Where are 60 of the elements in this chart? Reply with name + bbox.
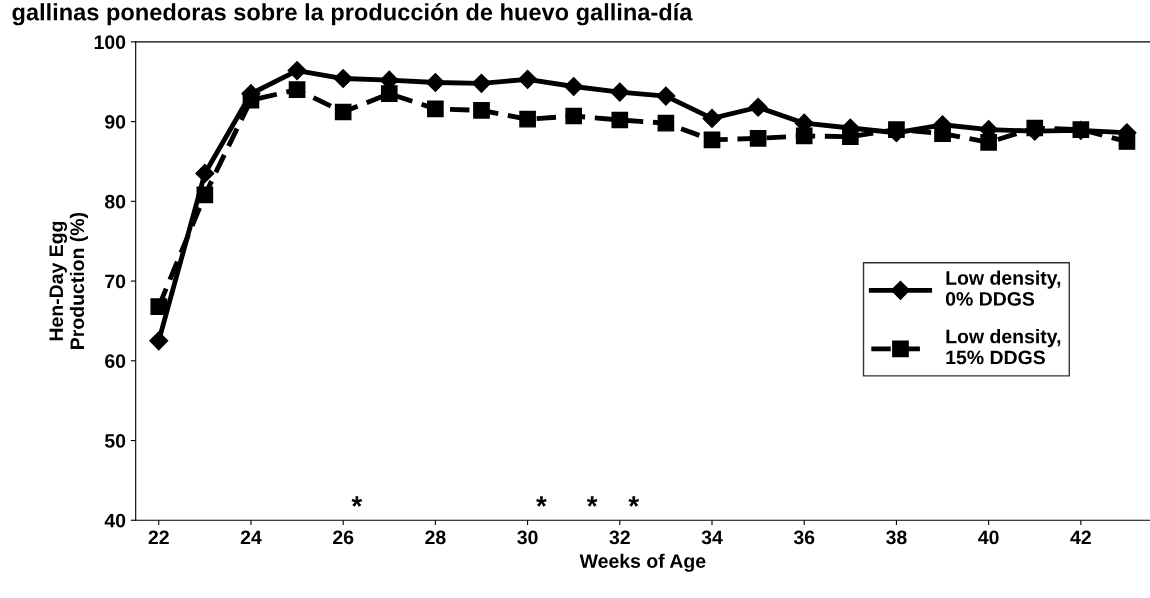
x-tick-label: 42 [1070,530,1091,545]
point [702,108,722,128]
point [1026,119,1044,137]
x-axis-title: Weeks of Age [579,553,706,572]
annotation: * [536,496,547,507]
point [1072,121,1090,138]
legend-label: Low density, 15% DDGS [946,329,1061,365]
point [748,97,768,117]
y-tick-label: 90 [105,115,126,129]
x-tick-label: 24 [240,530,262,545]
point [564,76,584,97]
x-tick-label: 38 [886,530,907,545]
point [657,114,675,132]
x-tick-label: 36 [793,530,815,545]
y-tick-label: 80 [104,194,126,209]
annotation: * [586,496,598,507]
point [150,298,168,315]
y-tick-label: 60 [105,354,126,369]
point [888,121,905,138]
point [196,186,214,204]
point [149,331,169,351]
annotation: * [351,496,363,507]
x-tick-label: 34 [701,530,723,545]
point [610,82,630,102]
legend-label: Low density, 0% DDGS [945,270,1061,306]
point [565,107,583,125]
x-tick-label: 26 [333,530,354,545]
x-tick-label: 40 [978,530,999,545]
annotation: * [628,496,640,507]
point [841,128,859,146]
y-axis-title: Hen-Day Egg Production (%) [49,212,88,349]
point [749,130,767,147]
y-tick-label: 100 [94,35,126,50]
point [518,69,538,89]
point [242,91,260,109]
point [611,111,629,129]
point [471,73,492,93]
point [656,86,676,106]
chart-title: gallinas ponedoras sobre la producción de huevo gallina-día [12,2,693,26]
x-tick-label: 22 [148,530,169,545]
x-tick-label: 28 [425,530,446,545]
point [795,127,813,145]
y-tick-label: 50 [104,433,126,448]
point [380,85,398,103]
point [334,103,352,121]
point [333,69,353,89]
point [473,102,490,119]
point [427,100,444,118]
point [287,61,307,81]
point [980,133,997,151]
point [1118,133,1136,150]
x-tick-label: 30 [517,530,538,545]
point [288,81,306,99]
point [703,131,721,149]
point [425,72,445,93]
point [195,163,215,183]
y-tick-label: 40 [104,513,126,528]
x-tick-label: 32 [609,530,630,545]
point [519,110,536,128]
y-tick-label: 70 [105,274,126,289]
